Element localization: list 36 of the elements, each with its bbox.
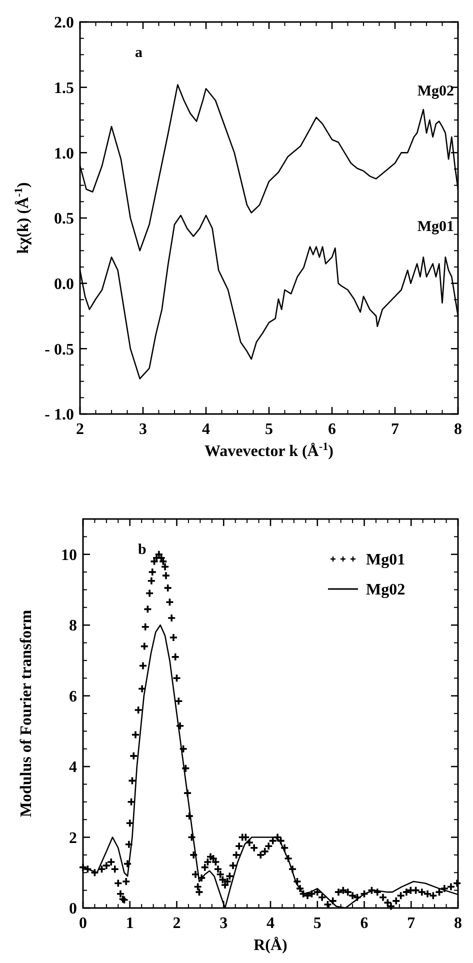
y-tick-label: 0 [69,900,77,918]
x-tick-label: 7 [407,915,416,932]
x-tick-label: 7 [391,421,399,438]
y-tick-label: 10 [61,546,77,564]
y-tick-label: 0.0 [54,276,74,293]
x-tick-label: 4 [266,915,274,932]
y-tick-label: 2 [69,830,77,847]
x-tick-label: 4 [202,421,210,438]
y-tick-label: - 0.5 [44,341,74,358]
x-tick-label: 3 [220,915,228,932]
y-tick-label: 6 [69,688,77,706]
y-tick-label: 4 [69,759,77,776]
annotation: a [135,45,143,61]
x-tick-label: 3 [139,421,147,438]
x-tick-label: 5 [265,421,273,438]
legend-label: Mg02 [366,582,406,599]
x-tick-label: 2 [172,915,181,932]
x-tick-label: 8 [454,421,462,438]
legend-label: Mg01 [366,552,406,569]
x-tick-label: 1 [126,915,134,932]
x-tick-label: 6 [328,421,336,438]
annotation: b [138,542,146,558]
y-tick-label: 1.0 [54,145,74,162]
x-axis-title: R(Å) [254,936,288,954]
y-tick-label: 1.5 [54,80,74,97]
legend-label: Mg01 [417,219,454,236]
y-tick-label: 8 [69,618,77,635]
y-axis-title: Modulus of Fourier transform [18,609,35,818]
y-tick-label: - 1.0 [44,406,74,424]
legend-label: Mg02 [417,83,454,100]
y-tick-label: 2.0 [54,14,74,32]
y-tick-label: 0.5 [54,210,74,228]
x-tick-label: 8 [454,915,462,932]
x-tick-label: 5 [313,915,322,932]
x-axis-title: Wavevector k (Å$^{-1}$) [204,441,334,460]
x-tick-label: 6 [360,915,368,932]
